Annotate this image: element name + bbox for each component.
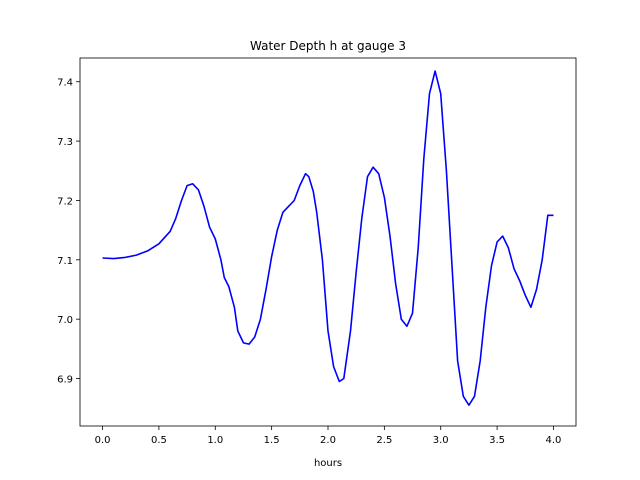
y-tick-label: 7.0 [57,315,73,326]
y-tick-label: 7.2 [57,196,73,207]
x-tick-label: 3.5 [489,435,505,446]
x-tick-label: 0.5 [151,435,167,446]
x-tick-label: 3.0 [433,435,449,446]
x-tick-label: 0.0 [95,435,111,446]
x-tick-label: 2.5 [376,435,392,446]
y-tick-label: 7.1 [57,256,73,267]
x-tick-label: 2.0 [320,435,336,446]
y-tick-label: 7.4 [57,78,73,89]
chart-title: Water Depth h at gauge 3 [250,39,406,53]
y-tick-label: 7.3 [57,137,73,148]
series-line-0 [102,70,554,406]
x-tick-label: 4.0 [546,435,562,446]
x-tick-label: 1.0 [207,435,223,446]
x-axis-label: hours [314,458,342,469]
plot-area: 0.0 0.5 1.0 1.5 2.0 2.5 3.0 3.5 4.0 6.9 7.0 7.1 7.2 7… [57,57,577,446]
x-tick-label: 1.5 [264,435,280,446]
y-tick-label: 6.9 [57,375,73,386]
